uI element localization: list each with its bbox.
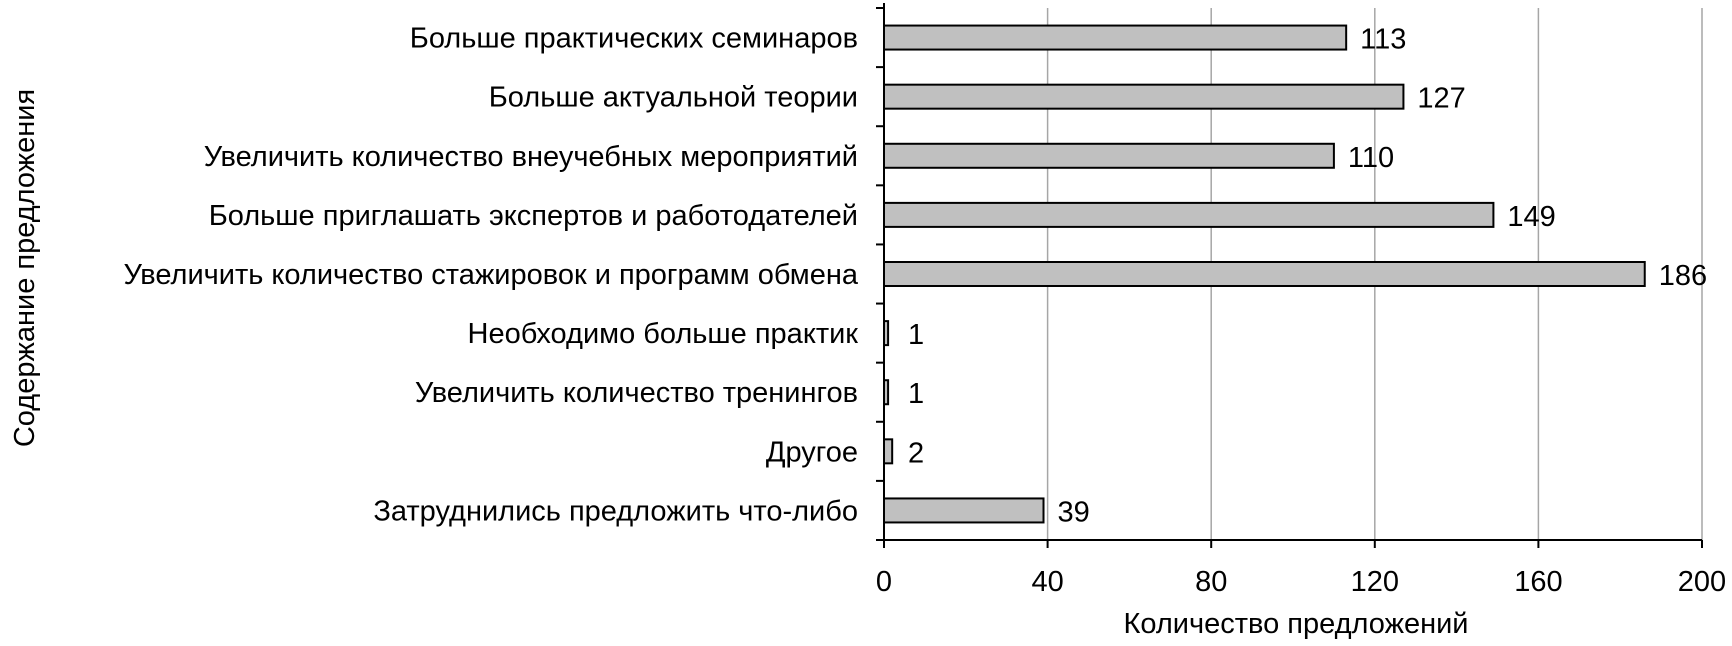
bar — [883, 438, 894, 465]
category-label: Другое — [766, 436, 858, 468]
bars — [883, 24, 1646, 524]
data-labels: 113 127 110 149 186 1 1 2 39 — [908, 24, 1707, 529]
x-tick-label: 120 — [1351, 566, 1399, 598]
data-label: 186 — [1659, 260, 1707, 292]
category-label: Увеличить количество тренингов — [415, 377, 858, 409]
bar — [883, 201, 1495, 228]
category-labels: Больше практических семинаров Больше акту… — [123, 23, 858, 528]
x-axis-title: Количество предложений — [1123, 608, 1468, 640]
data-label: 113 — [1360, 24, 1406, 56]
x-tick-label: 200 — [1678, 566, 1726, 598]
category-label: Увеличить количество стажировок и програ… — [123, 259, 858, 291]
x-tick-label: 0 — [876, 566, 892, 598]
data-label: 149 — [1507, 201, 1555, 233]
data-label: 2 — [908, 437, 924, 469]
x-tick-label: 80 — [1195, 566, 1227, 598]
bar — [883, 24, 1348, 51]
axes — [876, 3, 1703, 548]
data-label: 1 — [908, 319, 924, 351]
x-tick-label: 40 — [1031, 566, 1063, 598]
x-tick-label: 160 — [1514, 566, 1562, 598]
data-label: 39 — [1058, 496, 1090, 528]
category-label: Больше актуальной теории — [489, 82, 858, 114]
bar — [883, 261, 1646, 287]
x-tick-labels: 0 40 80 120 160 200 — [876, 566, 1726, 598]
bar — [883, 142, 1335, 169]
category-label: Больше практических семинаров — [410, 23, 858, 55]
bar — [883, 497, 1045, 524]
y-axis-title: Содержание предложения — [9, 89, 41, 447]
category-label: Затруднились предложить что-либо — [373, 495, 858, 527]
data-label: 110 — [1348, 142, 1394, 174]
bar — [883, 83, 1405, 110]
category-label: Необходимо больше практик — [468, 318, 859, 350]
data-label: 1 — [908, 378, 924, 410]
data-label: 127 — [1417, 83, 1465, 115]
category-label: Увеличить количество внеучебных мероприя… — [204, 141, 858, 173]
category-label: Больше приглашать экспертов и работодате… — [209, 200, 858, 232]
